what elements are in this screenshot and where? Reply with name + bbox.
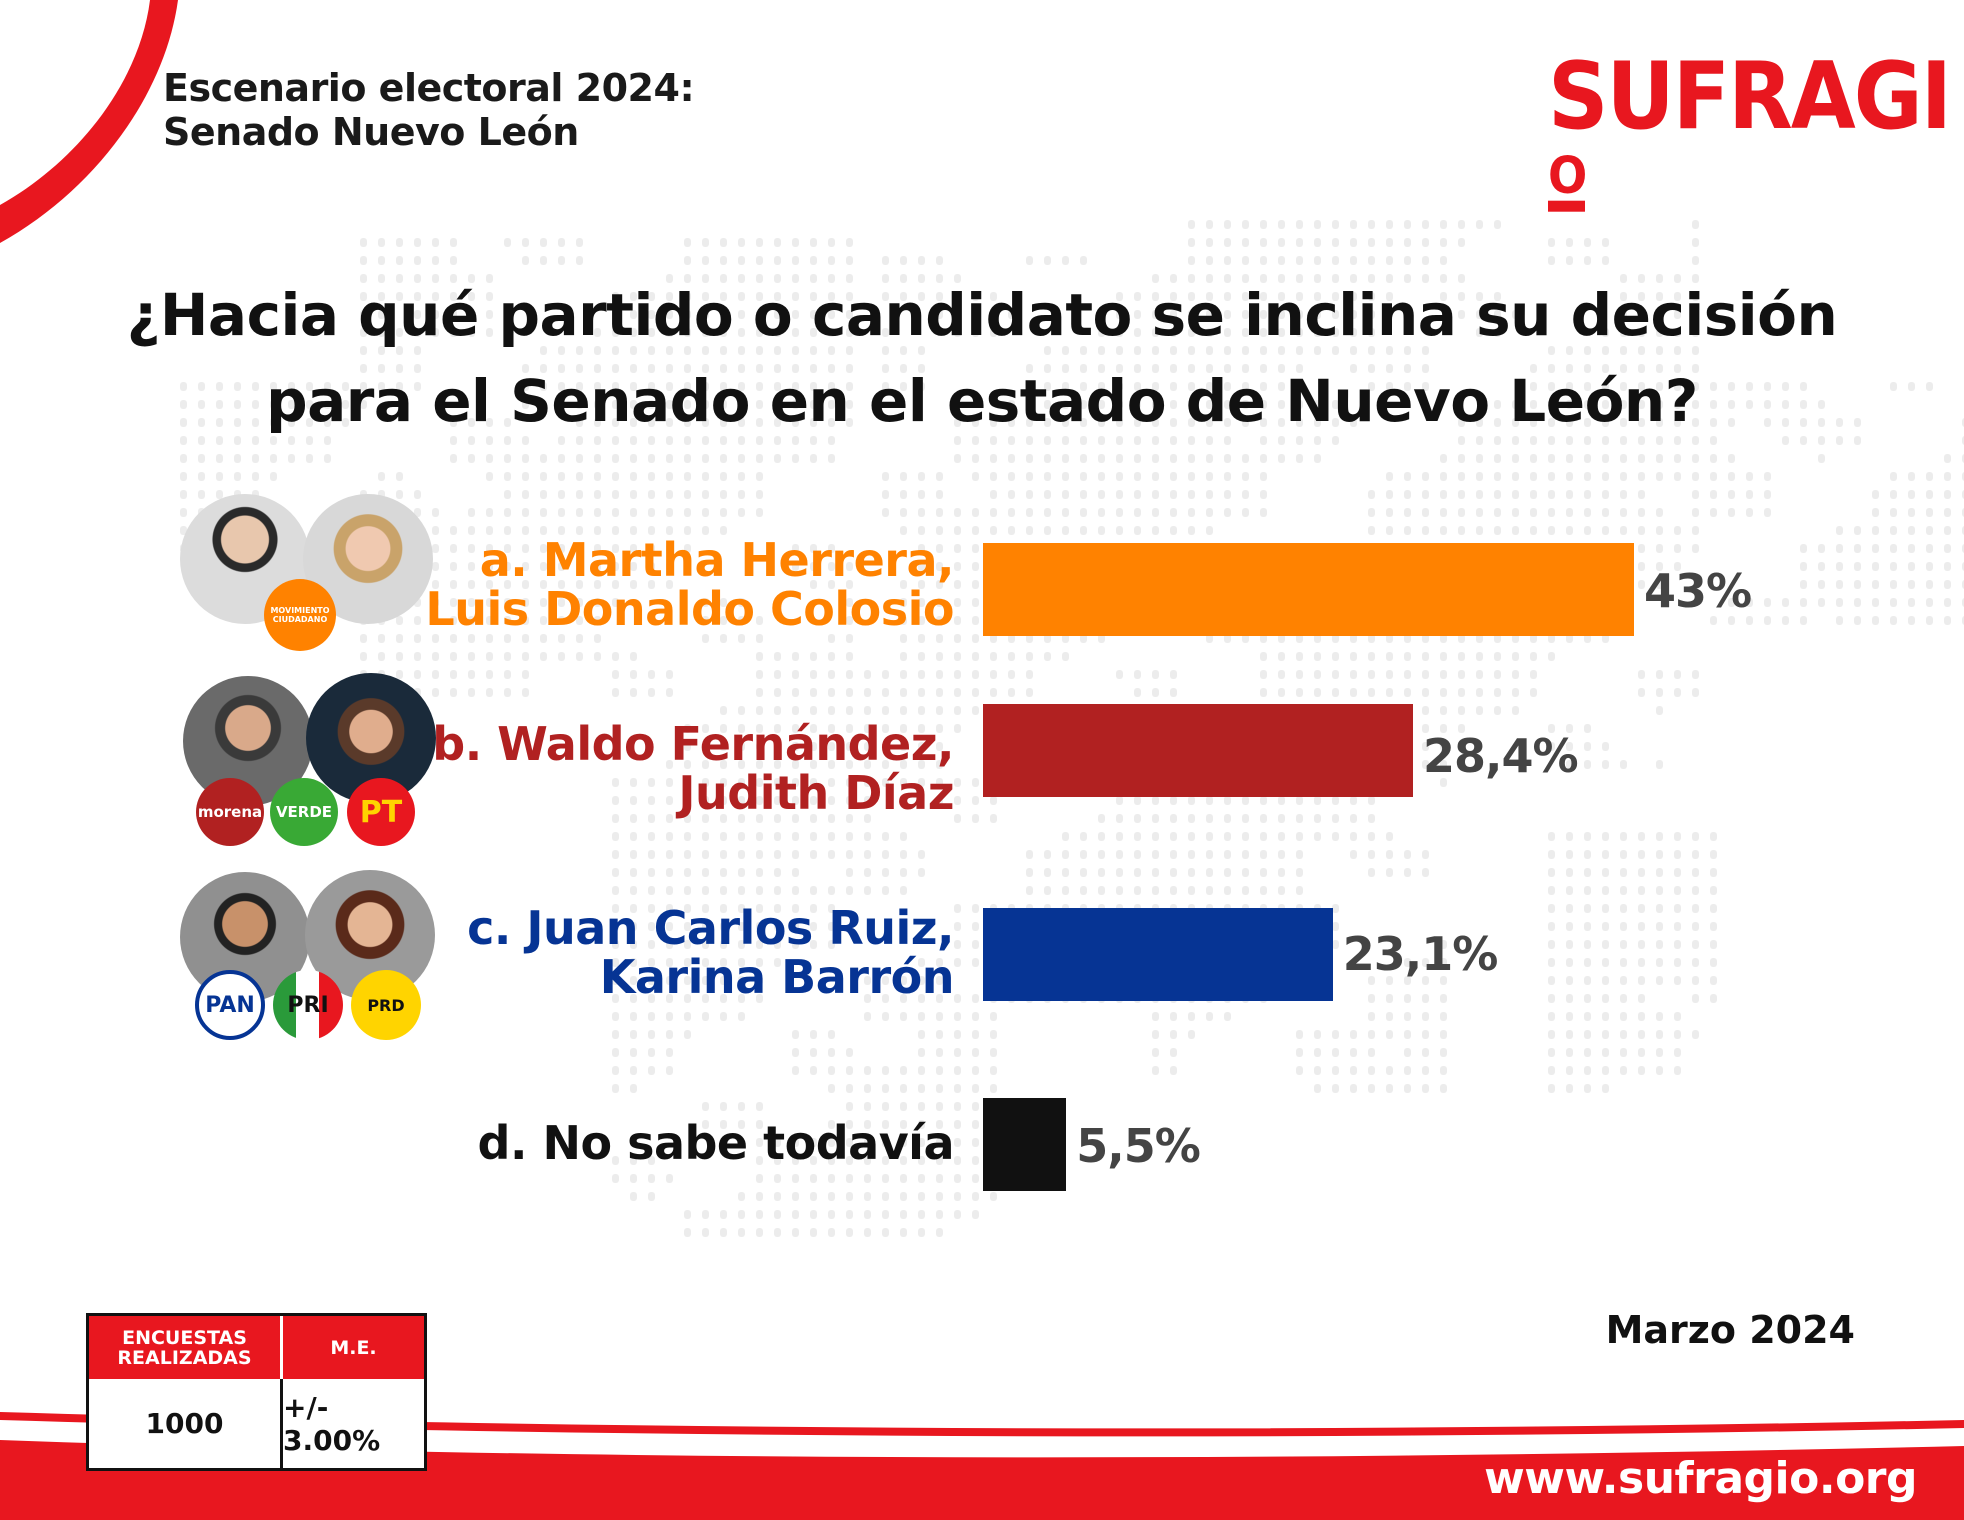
pan-badge: PAN [195,970,265,1040]
question-line2: para el Senado en el estado de Nuevo Leó… [266,367,1698,435]
category-label-a: a. Martha Herrera, Luis Donaldo Colosio [425,536,954,634]
bar-d [983,1098,1067,1191]
footer-band [0,1412,1964,1520]
value-label-b: 28,4% [1422,729,1579,783]
header-title-line1: Escenario electoral 2024: [163,66,695,110]
value-label-a: 43% [1644,564,1752,618]
bar-a [983,543,1634,636]
me-value: +/- 3.00% [283,1390,381,1457]
stats-value-row: 1000 +/- 3.00% [89,1379,424,1468]
bar-b [983,704,1413,797]
corner-decoration [0,0,178,243]
survey-date: Marzo 2024 [1605,1308,1855,1352]
candidate-photos-c: PAN PRI PRD [180,870,435,1055]
value-label-c: 23,1% [1342,927,1499,981]
sufragio-logo: SUFRAGIO [1548,50,1964,235]
candidate-photos-b: morena VERDE PT [180,673,436,858]
category-label-c-line2: Karina Barrón [599,950,955,1004]
me-header: M.E. [330,1336,377,1359]
category-label-a-line2: Luis Donaldo Colosio [425,582,954,636]
prd-badge: PRD [351,970,421,1040]
category-label-b: b. Waldo Fernández, Judith Díaz [432,720,954,818]
survey-stats-table: ENCUESTAS REALIZADAS M.E. 1000 +/- 3.00% [86,1313,427,1471]
header-title-line2: Senado Nuevo León [163,110,579,154]
candidate-photos-a: MOVIMIENTO CIUDADANO [180,494,435,679]
category-label-d-line1: d. No sabe todavía [477,1116,955,1170]
header-title: Escenario electoral 2024: Senado Nuevo L… [163,66,695,154]
category-label-b-line2: Judith Díaz [678,766,954,820]
verde-badge: VERDE [270,778,338,846]
bar-c [983,908,1333,1001]
pri-badge: PRI [273,970,343,1040]
category-label-a-line1: a. Martha Herrera, [479,533,955,587]
surveys-header: ENCUESTAS REALIZADAS [89,1316,283,1379]
pt-badge: PT [347,778,415,846]
category-label-b-line1: b. Waldo Fernández, [432,717,954,771]
movimiento-ciudadano-badge: MOVIMIENTO CIUDADANO [264,579,336,651]
category-label-d: d. No sabe todavía [477,1116,955,1170]
category-label-c: c. Juan Carlos Ruiz, Karina Barrón [467,904,954,1002]
morena-badge: morena [196,778,264,846]
question-title: ¿Hacia qué partido o candidato se inclin… [0,272,1964,444]
surveys-value: 1000 [89,1379,283,1468]
value-label-d: 5,5% [1076,1119,1201,1173]
question-line1: ¿Hacia qué partido o candidato se inclin… [126,281,1838,349]
category-label-c-line1: c. Juan Carlos Ruiz, [467,901,954,955]
stats-header-row: ENCUESTAS REALIZADAS M.E. [89,1316,424,1379]
website-url: www.sufragio.org [1484,1453,1917,1504]
